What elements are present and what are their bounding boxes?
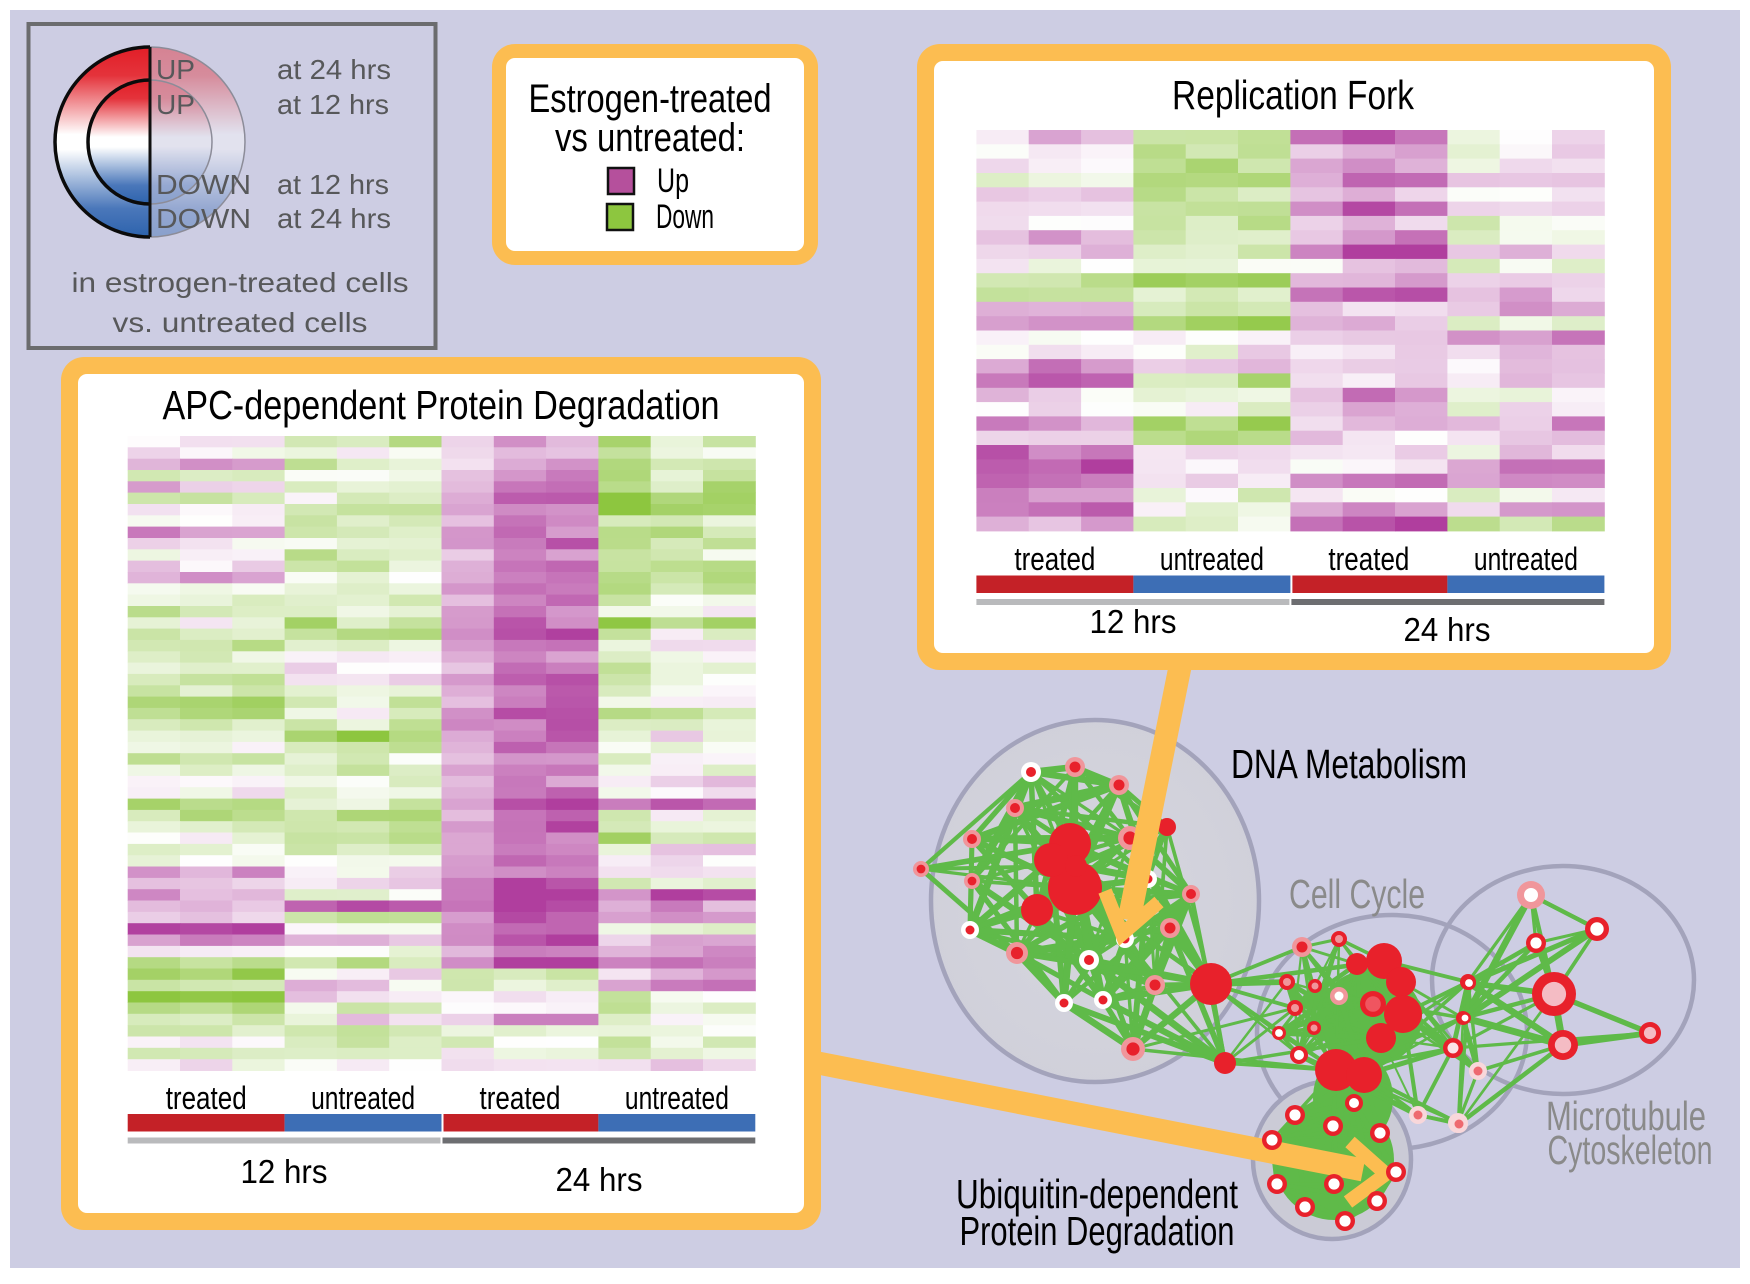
svg-text:at 24 hrs: at 24 hrs [277, 203, 391, 234]
svg-text:DNA Metabolism: DNA Metabolism [1231, 741, 1467, 787]
svg-text:at 12 hrs: at 12 hrs [277, 169, 389, 200]
svg-text:at 12 hrs: at 12 hrs [277, 89, 389, 120]
svg-text:Protein Degradation: Protein Degradation [960, 1208, 1235, 1254]
svg-text:untreated: untreated [311, 1080, 415, 1116]
svg-text:12 hrs: 12 hrs [1090, 603, 1177, 640]
svg-text:12 hrs: 12 hrs [241, 1153, 328, 1190]
svg-text:Cytoskeleton: Cytoskeleton [1548, 1127, 1713, 1173]
svg-text:Cell Cycle: Cell Cycle [1289, 871, 1425, 917]
svg-text:DOWN: DOWN [156, 169, 251, 200]
svg-text:vs untreated:: vs untreated: [555, 116, 745, 160]
svg-text:24 hrs: 24 hrs [1404, 611, 1491, 648]
svg-text:untreated: untreated [1160, 541, 1264, 577]
svg-text:treated: treated [1014, 541, 1095, 577]
svg-text:UP: UP [156, 54, 195, 85]
svg-text:treated: treated [1328, 541, 1409, 577]
svg-text:24 hrs: 24 hrs [556, 1161, 643, 1198]
svg-text:UP: UP [156, 89, 195, 120]
svg-text:Replication Fork: Replication Fork [1172, 72, 1414, 118]
svg-text:untreated: untreated [1474, 541, 1578, 577]
svg-text:DOWN: DOWN [156, 203, 251, 234]
svg-text:in estrogen-treated cells: in estrogen-treated cells [72, 267, 409, 298]
svg-text:untreated: untreated [625, 1080, 729, 1116]
svg-text:at 24 hrs: at 24 hrs [277, 54, 391, 85]
svg-text:Estrogen-treated: Estrogen-treated [529, 77, 772, 121]
svg-text:treated: treated [166, 1080, 247, 1116]
svg-text:treated: treated [480, 1080, 561, 1116]
svg-text:Up: Up [657, 162, 689, 200]
svg-text:Down: Down [656, 198, 714, 236]
svg-text:Ubiquitin-dependent: Ubiquitin-dependent [956, 1171, 1238, 1217]
svg-text:APC-dependent Protein Degradat: APC-dependent Protein Degradation [163, 382, 720, 428]
svg-text:Microtubule: Microtubule [1546, 1093, 1706, 1139]
svg-text:vs. untreated cells: vs. untreated cells [113, 307, 368, 338]
